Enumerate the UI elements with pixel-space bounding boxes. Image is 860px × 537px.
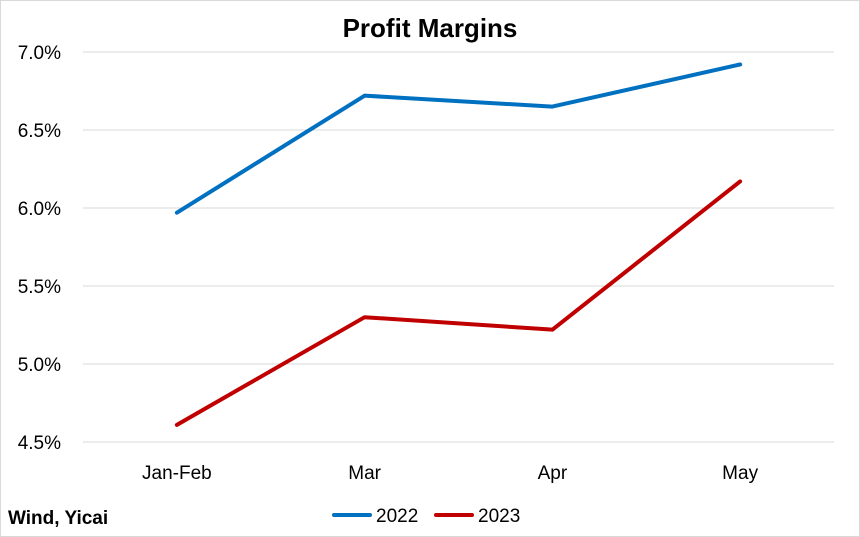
chart-title: Profit Margins	[343, 13, 518, 43]
series-line-2022	[174, 62, 743, 215]
y-tick-label: 5.0%	[18, 355, 61, 376]
x-tick-label: Apr	[538, 463, 568, 484]
series-line-2023	[174, 179, 743, 427]
legend: 2022 2023	[332, 506, 520, 527]
x-tick-label: May	[722, 463, 758, 484]
gridlines	[83, 51, 834, 443]
legend-label: 2023	[478, 506, 520, 527]
x-axis-tick-labels: Jan-Feb Mar Apr May	[142, 463, 759, 484]
x-tick-label: Jan-Feb	[142, 463, 212, 484]
y-axis-tick-labels: 4.5% 5.0% 5.5% 6.0% 6.5% 7.0%	[18, 43, 61, 454]
y-tick-label: 6.5%	[18, 121, 61, 142]
series-lines	[174, 62, 743, 427]
source-note: Wind, Yicai	[8, 508, 108, 529]
x-tick-label: Mar	[348, 463, 381, 484]
y-tick-label: 4.5%	[18, 433, 61, 454]
y-tick-label: 5.5%	[18, 277, 61, 298]
y-tick-label: 7.0%	[18, 43, 61, 64]
y-tick-label: 6.0%	[18, 199, 61, 220]
legend-label: 2022	[376, 506, 418, 527]
